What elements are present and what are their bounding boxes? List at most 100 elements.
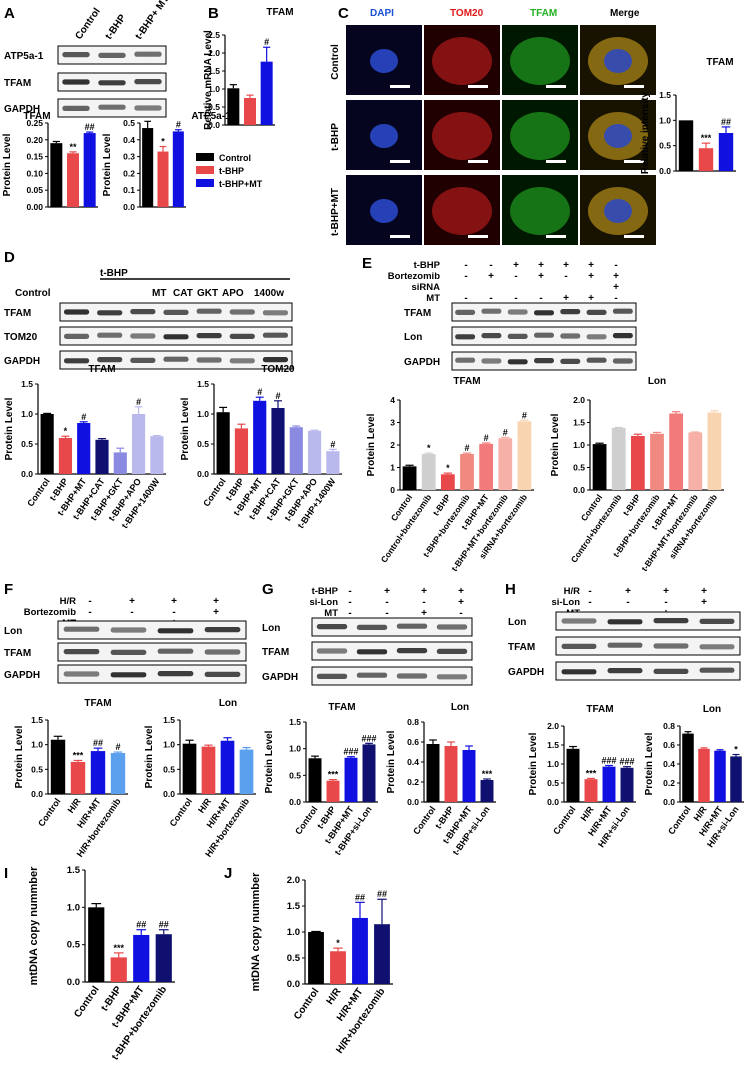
treatment-mark: - [88,607,91,618]
bar [260,61,273,125]
bar [678,120,694,171]
bar [110,957,127,982]
bar [326,451,340,474]
protein-band [481,308,502,314]
treatment-mark: - [588,586,591,597]
protein-band [157,671,194,677]
significance-mark: ### [343,747,358,757]
y-tick-label: 1.5 [289,717,301,727]
chart-F-TFAM: 0.0 0.5 1.0 1.5 TFAM Protein Level Control *** H… [14,698,128,859]
blot-frame [57,620,247,640]
bar [498,438,513,490]
y-axis-label: Protein Level [102,133,113,196]
blot-D [59,326,293,346]
treatment-label: Bortezomib [388,271,440,282]
protein-band [157,628,194,634]
legend: Control t-BHP t-BHP+MT [196,153,263,189]
lane-label: CAT [173,288,193,299]
blot-E [451,302,637,322]
row-label: t-BHP [330,123,341,151]
chart-title: TFAM [266,7,293,18]
blot-E [451,351,637,371]
protein-band [560,333,581,339]
y-tick-label: 0.5 [31,764,43,774]
y-tick-label: 1.5 [197,379,209,389]
scale-bar [390,235,410,238]
treatment-mark: - [614,293,617,304]
bar [142,128,154,207]
y-tick-label: 0.0 [659,166,671,176]
blot-F [57,620,247,640]
treatment-mark: - [489,260,492,271]
y-tick-label: 0.6 [663,740,675,750]
blot-A [57,98,167,118]
scale-bar [468,235,488,238]
blot-H [555,636,741,656]
treatment-mark: - [614,260,617,271]
blot-frame [311,641,473,661]
bar [426,744,440,802]
protein-band [130,333,156,339]
protein-band [157,648,194,654]
y-tick-label: 0.15 [26,152,43,162]
scale-bar [468,85,488,88]
y-tick-label: 1 [390,463,395,473]
bar [421,454,436,490]
bar [77,423,91,474]
protein-band [607,619,643,625]
treatment-label: H/R [564,586,581,597]
treatment-mark: + [588,271,594,282]
protein-band [396,673,428,679]
treatment-mark: + [613,282,619,293]
y-tick-label: 2.0 [573,395,585,405]
bar [133,934,150,982]
bar [682,733,694,802]
y-tick-label: 0.4 [123,135,135,145]
y-tick-label: 0.5 [123,118,135,128]
blot-G [311,666,473,686]
legend-swatch [196,153,214,161]
y-axis-label: Protein Level [4,397,15,460]
treatment-mark: + [488,271,494,282]
significance-mark: # [136,397,141,407]
treatment-mark: - [464,260,467,271]
legend-entry: t-BHP [219,166,244,176]
protein-band [561,618,597,624]
band-label: Lon [508,617,526,628]
protein-band [612,308,633,314]
cell-signal [432,187,492,235]
y-axis-label: Protein Level [264,730,275,793]
blot-H [555,661,741,681]
bar [374,924,390,984]
panel-letter: D [4,249,15,266]
protein-band [534,310,554,316]
treatment-mark: + [538,271,544,282]
significance-mark: # [81,412,86,422]
bar [157,151,169,207]
treatment-mark: + [625,586,631,597]
significance-mark: ## [377,889,387,899]
bar [620,767,634,802]
significance-mark: ## [355,892,365,902]
y-tick-label: 2.0 [287,875,300,886]
y-tick-label: 0.5 [208,102,220,112]
protein-band [229,333,255,339]
chart-A-ATP: 0.0 0.1 0.2 0.3 0.4 0.5 ATP5a-1 Protein Level * # [102,111,231,212]
band-label: GAPDH [4,104,40,115]
bar [201,746,216,794]
bar [227,88,240,125]
scale-bar [546,160,566,163]
treatment-mark: + [563,260,569,271]
scale-bar [546,85,566,88]
y-tick-label: 1.0 [289,744,301,754]
blot-G [311,617,473,637]
bar [67,153,79,207]
significance-mark: ** [69,142,77,152]
y-tick-label: 1.5 [31,715,43,725]
lane-label: APO [222,288,244,299]
treatment-mark: + [458,597,464,608]
treatment-mark: - [172,607,175,618]
band-label: GAPDH [4,356,40,367]
y-tick-label: 1.0 [573,440,585,450]
